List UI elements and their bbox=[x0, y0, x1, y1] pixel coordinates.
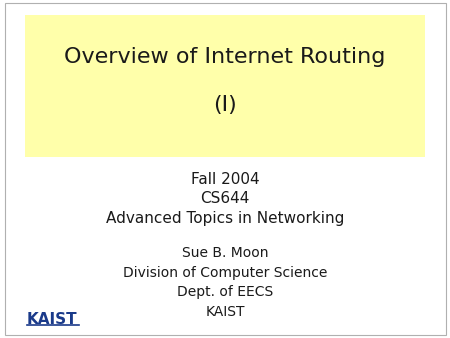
Text: Sue B. Moon: Sue B. Moon bbox=[182, 246, 268, 260]
Text: KAIST: KAIST bbox=[205, 305, 245, 319]
Text: KAIST: KAIST bbox=[27, 312, 77, 327]
Text: Fall 2004: Fall 2004 bbox=[191, 172, 259, 187]
Text: CS644: CS644 bbox=[200, 191, 250, 206]
Text: Overview of Internet Routing: Overview of Internet Routing bbox=[64, 47, 386, 68]
Text: Advanced Topics in Networking: Advanced Topics in Networking bbox=[106, 211, 344, 226]
Text: Division of Computer Science: Division of Computer Science bbox=[123, 266, 327, 280]
Text: (I): (I) bbox=[213, 95, 237, 115]
Text: Dept. of EECS: Dept. of EECS bbox=[177, 285, 273, 299]
FancyBboxPatch shape bbox=[25, 15, 425, 157]
